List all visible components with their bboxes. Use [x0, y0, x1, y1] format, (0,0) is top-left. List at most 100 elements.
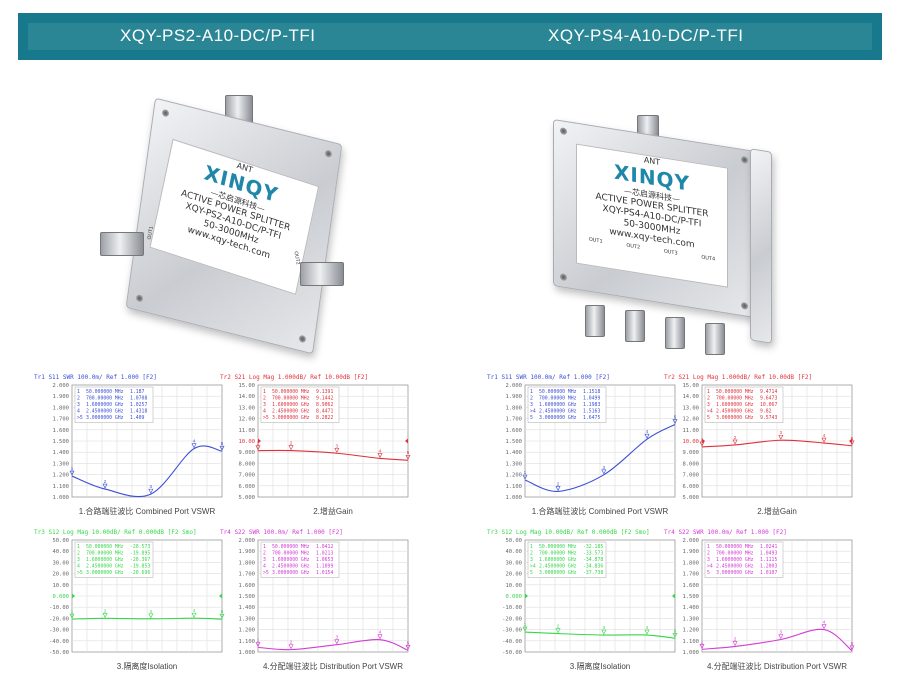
- marker-row-value: -37.738: [583, 570, 603, 576]
- marker-row-value: -20.573: [130, 544, 150, 550]
- marker-row-value: 1.0107: [760, 570, 777, 576]
- y-tick-label: 1.800: [238, 560, 255, 566]
- marker-point: [334, 639, 340, 645]
- y-tick-label: 10.00: [505, 583, 522, 589]
- connector-out2: [625, 310, 645, 342]
- y-tick-label: 7.000: [238, 473, 255, 479]
- chart-caption: 4.分配端驻波比 Distribution Port VSWR: [706, 662, 848, 671]
- y-tick-label: 1.100: [505, 484, 522, 490]
- marker-label: 4: [379, 630, 382, 635]
- marker-row-index: 3: [263, 557, 266, 563]
- y-tick-label: 1.200: [505, 473, 522, 479]
- y-tick-label: 30.00: [505, 560, 522, 566]
- y-tick-label: 1.700: [682, 572, 699, 578]
- marker-label: 5: [407, 450, 410, 455]
- y-tick-label: 15.00: [682, 383, 699, 389]
- marker-table: [74, 541, 154, 578]
- marker-row-index: 5: [707, 570, 710, 576]
- marker-label: 2: [290, 640, 293, 645]
- chart-plot: 2.000 1.900 1.800 1.700 1.600 1.500 1.400 1.300…: [52, 383, 225, 501]
- marker-row-freq: 1.6000000 GHz: [539, 402, 577, 408]
- marker-row-index: 1: [77, 544, 80, 550]
- y-tick-label: 1.600: [505, 428, 522, 434]
- marker-point: [778, 434, 784, 440]
- marker-row-freq: 700.00000 MHz: [539, 551, 577, 557]
- y-tick-label: 1.400: [682, 605, 699, 611]
- y-tick-label: 50.00: [505, 538, 522, 544]
- marker-row-value: 1.0213: [316, 551, 333, 557]
- marker-table: [704, 541, 784, 578]
- marker-point: [849, 440, 855, 446]
- y-tick-label: 1.300: [682, 616, 699, 622]
- marker-label: 4: [646, 429, 649, 434]
- marker-point: [555, 628, 561, 634]
- y-tick-label: 20.00: [52, 572, 69, 578]
- title-bar: XQY-PS2-A10-DC/P-TFI XQY-PS4-A10-DC/P-TF…: [28, 23, 872, 50]
- y-tick-label: 1.100: [238, 639, 255, 645]
- y-tick-label: 2.000: [505, 383, 522, 389]
- y-tick-label: -40.00: [502, 639, 522, 645]
- trace-line: [524, 423, 676, 492]
- marker-label: 1: [701, 437, 704, 442]
- marker-point: [191, 612, 197, 618]
- y-tick-label: 11.00: [238, 428, 255, 434]
- marker-label: 1: [524, 470, 527, 475]
- marker-row-value: 1.4318: [130, 409, 147, 415]
- chart-plot: 2.000 1.900 1.800 1.700 1.600 1.500 1.400 1.300…: [682, 538, 855, 656]
- marker-point: [601, 629, 607, 635]
- marker-row-index: 1: [263, 389, 266, 395]
- marker-point: [732, 439, 738, 445]
- y-tick-label: 1.600: [52, 428, 69, 434]
- marker-row-index: 2: [707, 551, 710, 557]
- marker-row-index: 3: [263, 402, 266, 408]
- marker-row-value: -32.185: [583, 544, 603, 550]
- marker-point: [288, 445, 294, 451]
- chart-1: Tr1 S11 SWR 100.0m/ Ref 1.000 [F2] 1.合路端驻…: [34, 374, 225, 516]
- marker-row-freq: 3.0000000 GHz: [86, 570, 124, 576]
- y-tick-label: 1.500: [52, 439, 69, 445]
- marker-label: 3: [603, 465, 606, 470]
- chart-plot: 2.000 1.900 1.800 1.700 1.600 1.500 1.400 1.300…: [238, 538, 411, 656]
- y-tick-label: 1.700: [505, 417, 522, 423]
- marker-point: [377, 453, 383, 459]
- marker-row-value: 9.5743: [760, 415, 777, 421]
- marker-label: 1: [257, 441, 260, 446]
- marker-point: [288, 644, 294, 650]
- chart-caption: 4.分配端驻波比 Distribution Port VSWR: [262, 662, 404, 671]
- y-tick-label: 14.00: [238, 394, 255, 400]
- splitter-body: ANT XINQY —芯启源科技— ACTIVE POWER SPLITTER …: [125, 97, 343, 355]
- marker-label: 5: [674, 628, 677, 633]
- product-image-ps4: ANT XINQY —芯启源科技— ACTIVE POWER SPLITTER …: [545, 110, 785, 355]
- trace-line: [257, 449, 409, 461]
- product-image-ps2: ANT XINQY —芯启源科技— ACTIVE POWER SPLITTER …: [100, 90, 350, 360]
- marker-row-freq: 700.00000 MHz: [272, 551, 310, 557]
- connector-out4: [705, 323, 725, 355]
- y-tick-label: 13.00: [682, 405, 699, 411]
- ref-marker: [702, 438, 705, 444]
- marker-row-value: 9.82: [760, 409, 772, 415]
- trace-line: [524, 631, 676, 639]
- chart-6: Tr2 S21 Log Mag 1.000dB/ Ref 10.00dB [F2…: [664, 374, 855, 516]
- marker-label: 1: [524, 622, 527, 627]
- y-tick-label: -40.00: [49, 639, 69, 645]
- marker-point: [672, 632, 678, 638]
- y-tick-label: 10.00: [52, 583, 69, 589]
- y-tick-label: 9.000: [682, 450, 699, 456]
- marker-point: [69, 613, 75, 619]
- marker-row-freq: 2.4500000 GHz: [272, 409, 310, 415]
- title-band: XQY-PS2-A10-DC/P-TFI XQY-PS4-A10-DC/P-TF…: [18, 13, 882, 60]
- trace-header: Tr2 S21 Log Mag 1.000dB/ Ref 10.00dB [F2…: [664, 374, 813, 381]
- y-tick-label: 1.800: [505, 405, 522, 411]
- marker-point: [644, 629, 650, 635]
- chart-plot: 15.00 14.00 13.00 12.00 11.00 10.00 9.000 8.000…: [238, 383, 411, 501]
- marker-row-index: 3: [707, 557, 710, 563]
- y-tick-label: 50.00: [52, 538, 69, 544]
- marker-row-index: 2: [77, 551, 80, 557]
- marker-label: 4: [193, 439, 196, 444]
- marker-row-index: 2: [77, 396, 80, 402]
- trace-line: [701, 439, 853, 448]
- chart-7: Tr3 S12 Log Mag 10.00dB/ Ref 0.000dB [F2…: [487, 529, 678, 671]
- marker-row-freq: 3.0000000 GHz: [272, 415, 310, 421]
- marker-table: [74, 386, 154, 423]
